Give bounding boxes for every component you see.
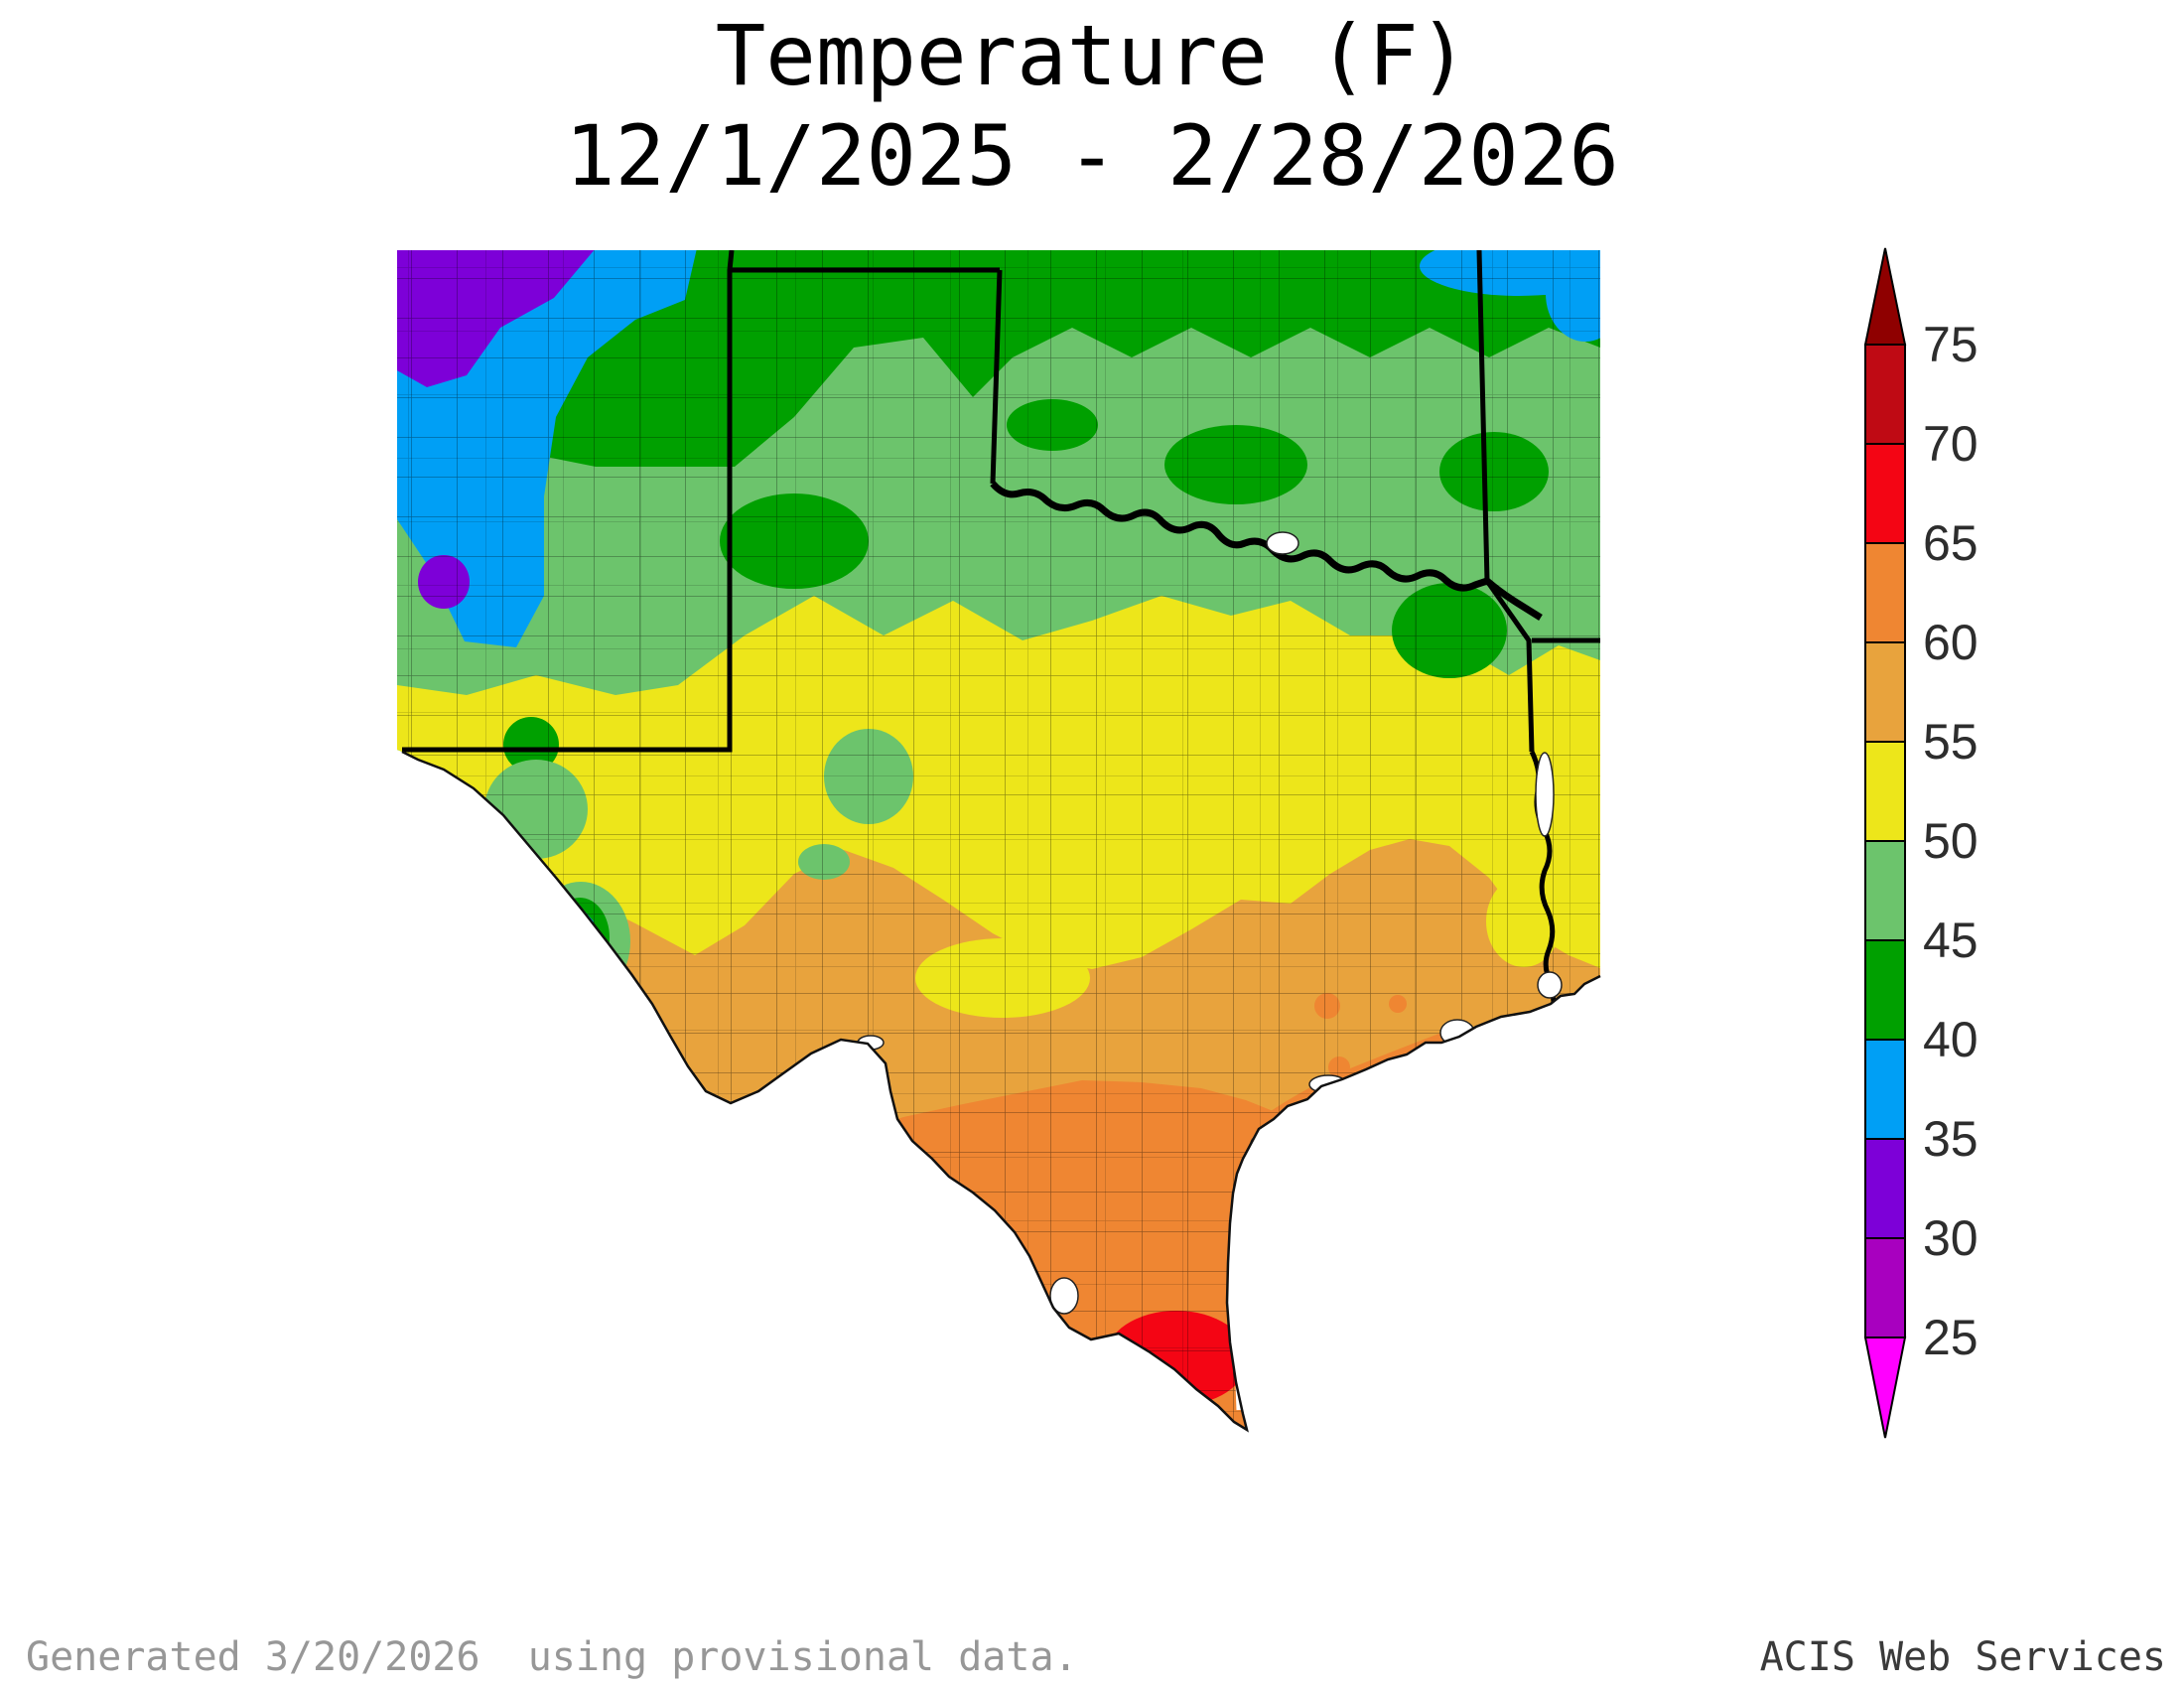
title-line-variable: Temperature (F) [715, 7, 1469, 104]
legend-segment-65-70 [1864, 443, 1906, 544]
legend-tick-label: 30 [1923, 1210, 1979, 1266]
legend-tick-label: 70 [1923, 416, 1979, 472]
laguna-madre [1234, 1183, 1247, 1411]
red-river-border [990, 481, 1543, 621]
map-domain [397, 250, 1600, 1430]
legend-segment-40-45 [1864, 939, 1906, 1041]
legend-tick-label: 60 [1923, 615, 1979, 670]
map-title: Temperature (F) 12/1/2025 - 2/28/2026 [0, 6, 2184, 207]
legend-segment-60-65 [1864, 542, 1906, 643]
legend-tick-label: 75 [1923, 317, 1979, 372]
acis-credit: ACIS Web Services [1759, 1634, 2166, 1680]
legend-segment-35-40 [1864, 1039, 1906, 1140]
legend-segment-25-30 [1864, 1237, 1906, 1338]
legend-segment-30-35 [1864, 1138, 1906, 1239]
legend-tick-label: 50 [1923, 813, 1979, 869]
legend-segment-55-60 [1864, 641, 1906, 743]
generated-date-note: Generated 3/20/2026 using provisional da… [26, 1634, 1078, 1680]
color-scale-legend: 75 70 65 60 55 50 45 40 35 30 25 [1863, 247, 1979, 1439]
legend-tick-label: 45 [1923, 913, 1979, 968]
title-line-daterange: 12/1/2025 - 2/28/2026 [564, 106, 1620, 205]
legend-tick-label: 35 [1923, 1111, 1979, 1167]
legend-segment-70-75 [1864, 344, 1906, 445]
legend-arrow-top [1863, 247, 1907, 346]
coastline-outline [401, 750, 1601, 1433]
legend-segment-45-50 [1864, 840, 1906, 941]
legend-tick-label: 65 [1923, 515, 1979, 571]
legend-arrow-bottom [1863, 1336, 1907, 1439]
legend-tick-label: 40 [1923, 1012, 1979, 1067]
legend-tick-label: 25 [1923, 1310, 1979, 1365]
legend-segment-50-55 [1864, 741, 1906, 842]
legend-tick-label: 55 [1923, 714, 1979, 770]
county-grid-lines-2 [397, 250, 1600, 1430]
